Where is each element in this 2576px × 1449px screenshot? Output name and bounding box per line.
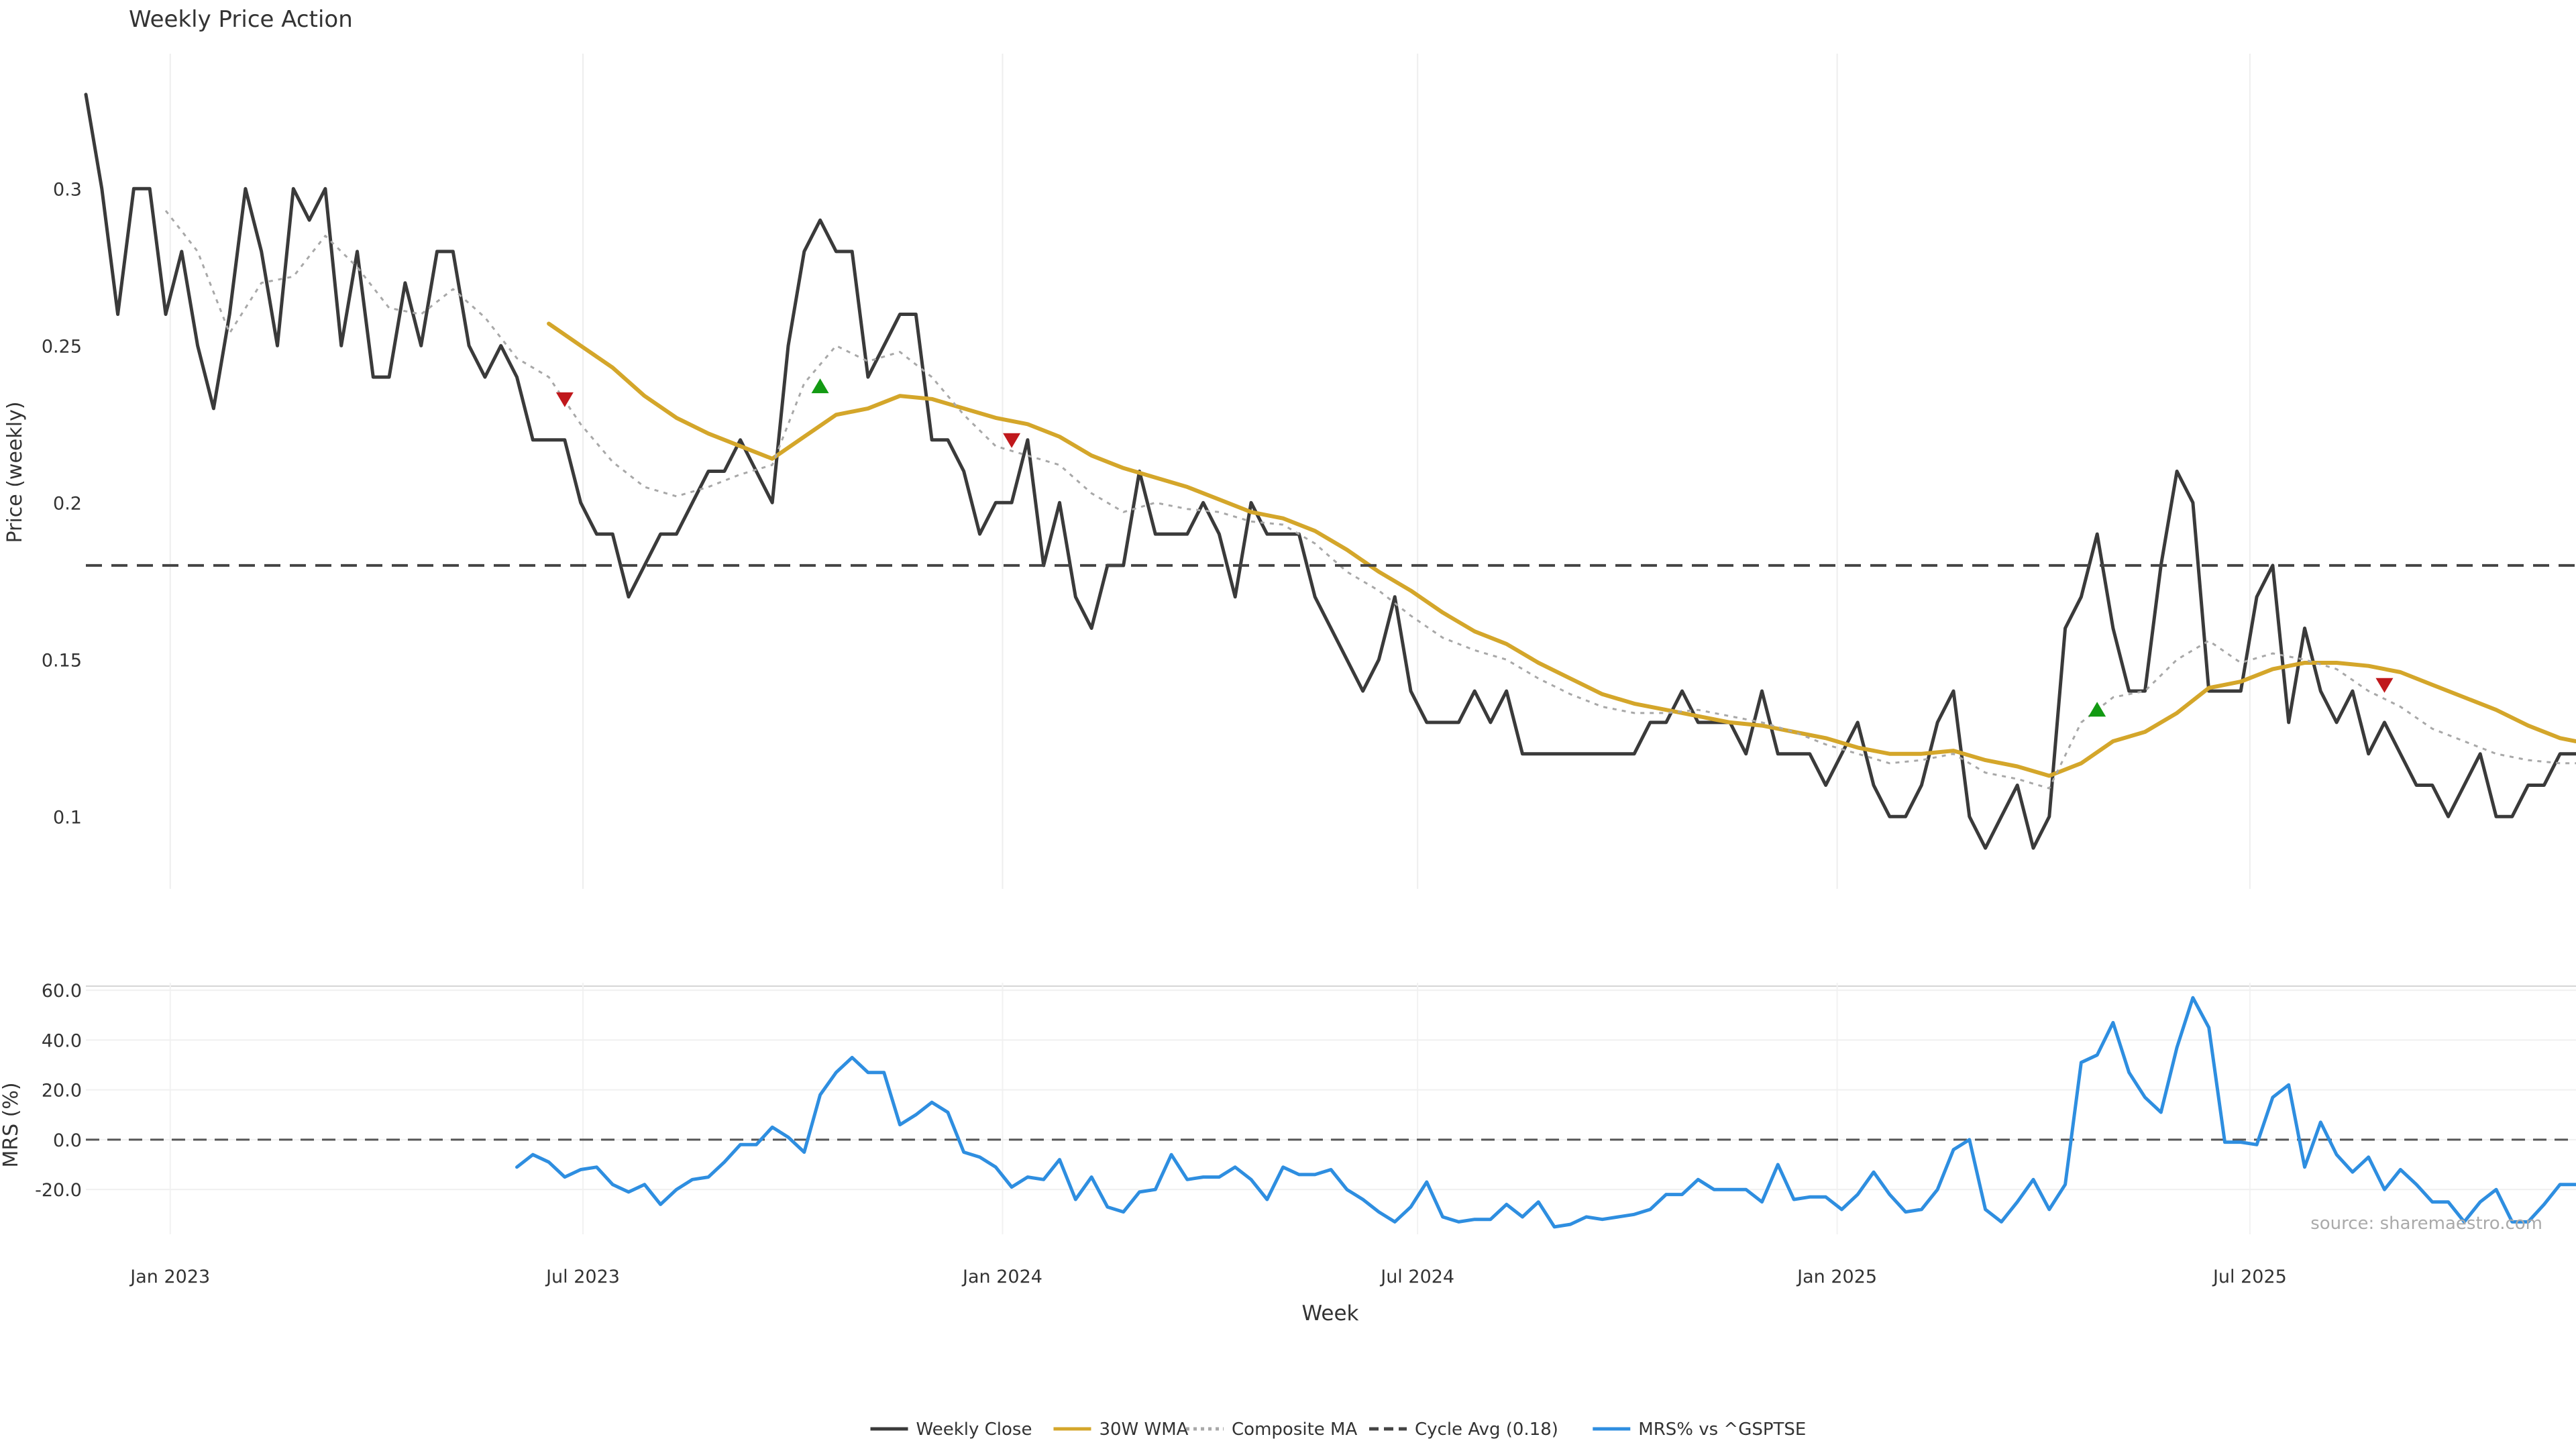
- price-y-tick-label: 0.2: [53, 493, 82, 514]
- legend-item: Cycle Avg (0.18): [1369, 1419, 1558, 1440]
- legend-label: MRS% vs ^GSPTSE: [1638, 1419, 1806, 1440]
- legend-item: 30W WMA: [1053, 1419, 1189, 1440]
- legend-item: MRS% vs ^GSPTSE: [1593, 1419, 1806, 1440]
- price-y-axis-label: Price (weekly): [3, 401, 27, 543]
- x-tick-label: Jan 2023: [129, 1267, 210, 1287]
- mrs-y-tick-label: 40.0: [42, 1030, 82, 1051]
- sell-signal-marker: [2375, 678, 2394, 693]
- sell-signal-marker: [1003, 433, 1021, 448]
- series-line-30w-wma: [547, 321, 2576, 778]
- legend-label: Cycle Avg (0.18): [1415, 1419, 1558, 1440]
- mrs-y-tick-label: 20.0: [42, 1081, 82, 1102]
- series-line-mrs: [515, 996, 2576, 1229]
- mrs-y-axis-label: MRS (%): [0, 1082, 23, 1167]
- mrs-series-layer: [515, 996, 2576, 1229]
- buy-signal-marker: [811, 378, 829, 394]
- signal-markers: [555, 378, 2394, 717]
- price-series-layer: [84, 93, 2576, 850]
- mrs-y-tick-label: 0.0: [53, 1130, 82, 1151]
- source-watermark: source: sharemaestro.com: [2310, 1214, 2542, 1234]
- chart-title: Weekly Price Action: [129, 6, 353, 33]
- legend-item: Composite MA: [1186, 1419, 1357, 1440]
- legend-label: Composite MA: [1232, 1419, 1357, 1440]
- x-axis: Jan 2023 Jul 2023 Jan 2024 Jul 2024 Jan 2025…: [129, 1267, 2287, 1287]
- price-y-tick-label: 0.1: [53, 807, 82, 828]
- legend-label: Weekly Close: [916, 1419, 1032, 1440]
- series-line-composite-ma: [164, 210, 2576, 790]
- mrs-y-tick-label: -20.0: [35, 1180, 82, 1201]
- x-tick-label: Jan 2024: [961, 1267, 1042, 1287]
- legend-item: Weekly Close: [870, 1419, 1032, 1440]
- mrs-y-tick-label: 60.0: [42, 981, 82, 1002]
- x-tick-label: Jul 2024: [1379, 1267, 1454, 1287]
- legend-label: 30W WMA: [1099, 1419, 1188, 1440]
- legend: Weekly Close 30W WMA Composite MA Cycle Avg…: [870, 1419, 1806, 1440]
- sell-signal-marker: [555, 392, 574, 407]
- price-y-axis: 0.1 0.15 0.2 0.25 0.3: [42, 179, 82, 828]
- x-tick-label: Jul 2023: [545, 1267, 620, 1287]
- mrs-grid: [86, 983, 2576, 1234]
- price-grid: [169, 54, 2251, 889]
- price-y-tick-label: 0.25: [42, 336, 82, 357]
- buy-signal-marker: [2088, 702, 2106, 717]
- x-tick-label: Jul 2025: [2212, 1267, 2287, 1287]
- price-y-tick-label: 0.15: [42, 650, 82, 671]
- mrs-y-axis: -20.0 0.0 20.0 40.0 60.0: [35, 981, 82, 1201]
- price-y-tick-label: 0.3: [53, 179, 82, 200]
- x-axis-label: Week: [1302, 1301, 1359, 1326]
- x-tick-label: Jan 2025: [1796, 1267, 1877, 1287]
